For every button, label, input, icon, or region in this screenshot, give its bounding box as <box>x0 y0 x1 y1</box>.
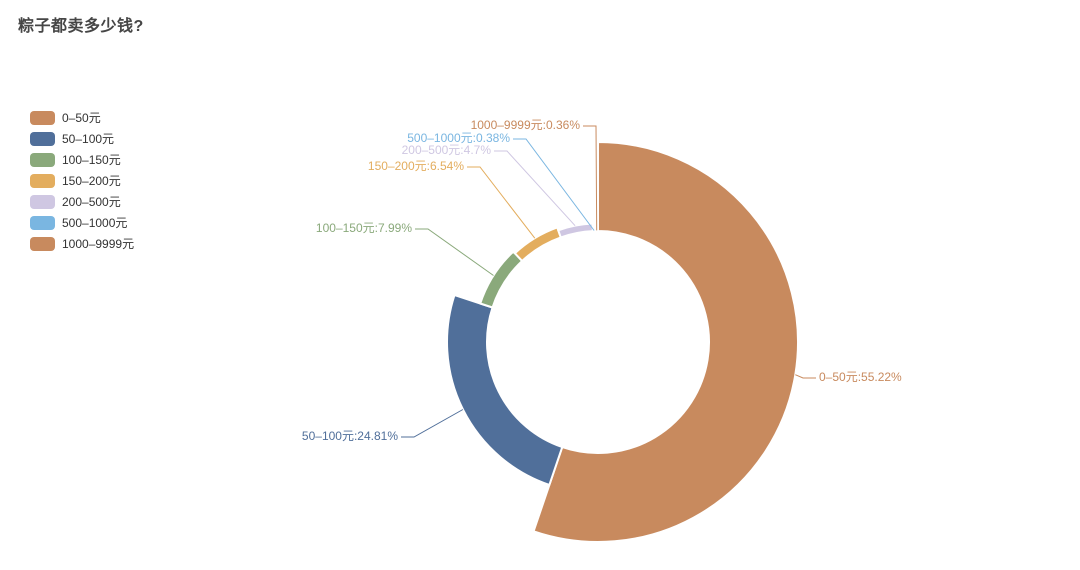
pie-slice-50–100元[interactable] <box>446 294 564 486</box>
legend-swatch-icon <box>30 216 55 230</box>
legend-swatch-icon <box>30 195 55 209</box>
legend-item-1[interactable]: 50–100元 <box>30 132 134 146</box>
label-leader-line <box>415 228 494 276</box>
slice-label: 0–50元:55.22% <box>819 370 902 384</box>
label-leader-line <box>583 125 598 231</box>
legend-swatch-icon <box>30 132 55 146</box>
legend-item-label: 100–150元 <box>62 153 121 167</box>
legend-item-3[interactable]: 150–200元 <box>30 174 134 188</box>
legend-item-2[interactable]: 100–150元 <box>30 153 134 167</box>
pie-slice-150–200元[interactable] <box>513 226 562 262</box>
label-leader-line <box>401 409 464 438</box>
legend-item-label: 0–50元 <box>62 111 101 125</box>
pie-slice-1000–9999元[interactable] <box>594 229 599 233</box>
slice-label: 1000–9999元:0.36% <box>471 118 581 132</box>
slice-label: 500–1000元:0.38% <box>407 131 510 145</box>
legend-item-label: 1000–9999元 <box>62 237 135 251</box>
slice-label: 150–200元:6.54% <box>368 159 464 173</box>
pie-slice-0–50元[interactable] <box>532 141 799 543</box>
slice-label: 100–150元:7.99% <box>316 221 412 235</box>
label-leader-line <box>494 150 576 227</box>
legend-item-0[interactable]: 0–50元 <box>30 111 134 125</box>
legend-item-label: 500–1000元 <box>62 216 128 230</box>
chart-title: 粽子都卖多少钱? <box>18 18 144 35</box>
legend-item-5[interactable]: 500–1000元 <box>30 216 134 230</box>
label-leader-line <box>467 166 536 239</box>
legend-swatch-icon <box>30 111 55 125</box>
legend-item-label: 200–500元 <box>62 195 121 209</box>
pie-slice-100–150元[interactable] <box>479 250 524 309</box>
label-leader-line <box>795 374 816 379</box>
slice-label: 200–500元:4.7% <box>402 143 492 157</box>
legend-item-label: 150–200元 <box>62 174 121 188</box>
legend-item-6[interactable]: 1000–9999元 <box>30 237 134 251</box>
legend-swatch-icon <box>30 174 55 188</box>
legend: 0–50元 50–100元 100–150元 150–200元 200–500元 500–… <box>30 111 134 251</box>
slice-label: 50–100元:24.81% <box>302 429 398 443</box>
legend-swatch-icon <box>30 237 55 251</box>
legend-swatch-icon <box>30 153 55 167</box>
label-leader-line <box>513 138 595 231</box>
legend-item-4[interactable]: 200–500元 <box>30 195 134 209</box>
pie-slice-200–500元[interactable] <box>557 222 594 239</box>
legend-item-label: 50–100元 <box>62 132 115 146</box>
